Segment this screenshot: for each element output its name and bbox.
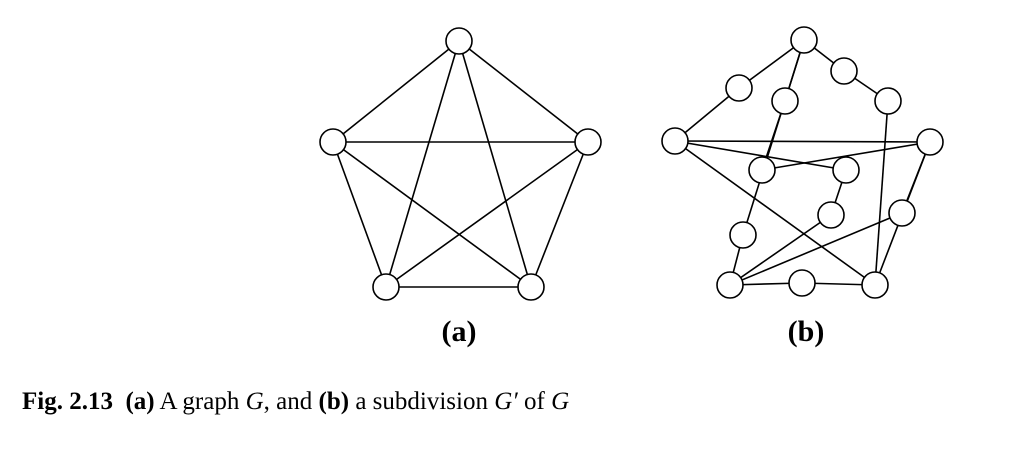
caption-graph-symbol: G bbox=[245, 388, 264, 415]
subdivision-node-b-s5 bbox=[830, 57, 858, 85]
subdivision-node-b-s6 bbox=[874, 87, 902, 115]
vertex-node-a-v5 bbox=[517, 273, 545, 301]
edge-a-v2-v4 bbox=[332, 141, 387, 288]
caption-part-a-text: A graph bbox=[154, 388, 246, 415]
caption-end-text: of bbox=[517, 388, 552, 415]
edge-b-s6-v5 bbox=[874, 100, 889, 286]
caption-part-b-label: (b) bbox=[318, 388, 350, 415]
edge-a-v1-v5 bbox=[458, 40, 532, 288]
vertex-node-b-v2 bbox=[661, 127, 689, 155]
vertex-node-b-v5 bbox=[861, 271, 889, 299]
vertex-node-b-v4 bbox=[716, 271, 744, 299]
edge-b-v2-v3 bbox=[674, 140, 931, 143]
caption-part-a-label: (a) bbox=[125, 388, 155, 415]
edge-b-s9-v4 bbox=[729, 212, 903, 286]
vertex-node-b-v1 bbox=[790, 26, 818, 54]
caption-part-b-text: a subdivision bbox=[349, 388, 495, 415]
caption-graph-symbol-end: G bbox=[551, 388, 570, 415]
figure-caption: Fig. 2.13 (a) A graph G, and (b) a subdi… bbox=[22, 388, 569, 416]
edge-b-s1-v2 bbox=[674, 87, 740, 142]
edge-a-v3-v4 bbox=[385, 141, 589, 288]
edge-a-v2-v5 bbox=[332, 141, 532, 288]
edge-b-v2-s7 bbox=[674, 140, 847, 171]
subdivision-node-b-s8 bbox=[817, 201, 845, 229]
vertex-node-b-v3 bbox=[916, 128, 944, 156]
edge-a-v1-v3 bbox=[458, 40, 589, 143]
graph-a bbox=[319, 27, 602, 301]
vertex-node-a-v3 bbox=[574, 128, 602, 156]
caption-subdivision-symbol: G′ bbox=[494, 388, 518, 415]
subdivision-node-b-s4 bbox=[729, 221, 757, 249]
vertex-node-a-v2 bbox=[319, 128, 347, 156]
caption-figure-number: Fig. 2.13 bbox=[22, 388, 113, 415]
subdivision-node-b-s10 bbox=[788, 269, 816, 297]
panel-a-label: (a) bbox=[442, 315, 477, 348]
subdivision-node-b-s7 bbox=[832, 156, 860, 184]
edge-b-s3-v3 bbox=[761, 141, 931, 171]
subdivision-node-b-s2 bbox=[771, 87, 799, 115]
edge-b-s8-v4 bbox=[729, 214, 832, 286]
subdivision-node-b-s3 bbox=[748, 156, 776, 184]
edge-a-v3-v5 bbox=[530, 141, 589, 288]
edge-a-v1-v4 bbox=[385, 40, 460, 288]
edge-b-v2-v5 bbox=[674, 140, 876, 286]
caption-mid-text: , and bbox=[263, 388, 319, 415]
subdivision-node-b-s1 bbox=[725, 74, 753, 102]
panel-b-label: (b) bbox=[788, 315, 825, 348]
subdivision-graph-b bbox=[661, 26, 944, 299]
edge-a-v1-v2 bbox=[332, 40, 460, 143]
vertex-node-a-v4 bbox=[372, 273, 400, 301]
edge-b-v1-s4 bbox=[742, 39, 805, 236]
subdivision-node-b-s9 bbox=[888, 199, 916, 227]
vertex-node-a-v1 bbox=[445, 27, 473, 55]
